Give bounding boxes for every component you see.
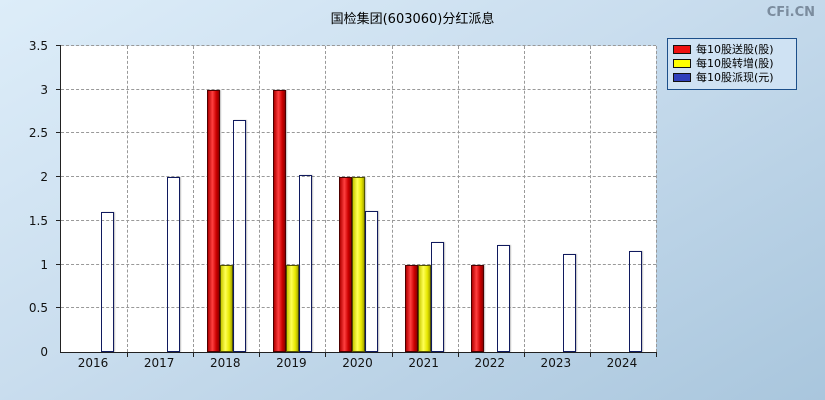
bar-songgu-2021 (405, 264, 419, 352)
bar-zhuanzeng-2020 (352, 177, 365, 352)
x-axis-label-2020: 2020 (342, 356, 373, 370)
bar-paixian-2024 (629, 251, 643, 352)
y-axis-label: 0 (40, 345, 48, 359)
gridline-vertical (325, 46, 327, 352)
y-axis-label: 2.5 (28, 126, 48, 141)
y-axis-tick (56, 88, 61, 90)
bar-songgu-2018 (206, 89, 220, 352)
x-axis-label-2021: 2021 (408, 356, 439, 370)
bar-paixian-2023 (563, 254, 577, 352)
bar-zhuanzeng-2019 (285, 264, 299, 352)
y-axis-labels: 0 0.5 1 1.5 2 2.5 3 3.5 (0, 40, 54, 358)
gridline-vertical (193, 46, 195, 352)
bar-paixian-2019 (298, 175, 312, 352)
y-axis-label: 2 (40, 170, 48, 185)
legend-label: 每10股送股(股) (696, 43, 774, 56)
bar-paixian-2020 (365, 211, 378, 352)
x-axis-tick (259, 352, 261, 357)
x-axis-label-2019: 2019 (276, 356, 307, 370)
y-axis-label: 1 (40, 257, 48, 272)
y-axis-tick (56, 45, 61, 46)
legend-label: 每10股派现(元) (696, 71, 774, 84)
gridline-horizontal (61, 132, 656, 134)
y-axis-label: 1.5 (28, 213, 48, 228)
x-axis-tick (391, 352, 393, 357)
x-axis-tick (523, 352, 525, 357)
chart-title: 国检集团(603060)分红派息 (330, 12, 495, 27)
y-axis-label: 3 (40, 82, 48, 97)
legend-item-paixian: 每10股派现(元) (673, 71, 791, 84)
x-axis-label-2022: 2022 (474, 356, 505, 370)
x-axis-label-2023: 2023 (540, 356, 572, 370)
bar-songgu-2019 (272, 89, 286, 352)
x-axis-label-2024: 2024 (606, 356, 638, 370)
plot-area (56, 45, 657, 357)
bar-paixian-2022 (497, 245, 511, 352)
x-axis-label-2017: 2017 (143, 356, 175, 370)
x-axis-labels: 2016 2017 2018 2019 2020 2021 2022 2023 2024 (60, 357, 655, 373)
x-axis-tick (325, 352, 327, 357)
legend-swatch-yellow (673, 59, 691, 68)
gridline-vertical (127, 46, 129, 352)
x-axis-tick (193, 352, 195, 357)
gridline-vertical (259, 46, 261, 352)
legend-swatch-blue (673, 73, 691, 82)
gridline-horizontal (61, 45, 656, 46)
y-axis-tick (56, 307, 61, 309)
gridline-vertical (656, 46, 657, 352)
gridline-horizontal (61, 88, 656, 90)
legend-swatch-red (673, 45, 691, 54)
x-axis-tick (127, 352, 129, 357)
gridline-vertical (457, 46, 459, 352)
x-axis-tick (457, 352, 459, 357)
x-axis-label-2016: 2016 (77, 356, 109, 370)
bar-paixian-2021 (431, 241, 445, 352)
x-axis-tick (656, 352, 657, 357)
gridline-vertical (589, 46, 591, 352)
legend-item-songgu: 每10股送股(股) (673, 43, 791, 56)
y-axis-label: 0.5 (28, 301, 48, 316)
y-axis-tick (56, 132, 61, 134)
legend: 每10股送股(股) 每10股转增(股) 每10股派现(元) (667, 38, 797, 90)
bar-paixian-2017 (166, 177, 180, 352)
bar-songgu-2022 (471, 264, 485, 352)
legend-item-zhuanzeng: 每10股转增(股) (673, 57, 791, 70)
x-axis-tick (589, 352, 591, 357)
bar-paixian-2018 (232, 120, 246, 352)
gridline-horizontal (61, 176, 656, 178)
y-axis-tick (56, 263, 61, 265)
gridline-vertical (391, 46, 393, 352)
gridline-vertical (523, 46, 525, 352)
legend-label: 每10股转增(股) (696, 57, 774, 70)
bar-zhuanzeng-2018 (219, 264, 233, 352)
y-axis-tick (56, 219, 61, 221)
y-axis-label: 3.5 (28, 39, 48, 53)
x-axis-label-2018: 2018 (209, 356, 241, 370)
y-axis-tick (56, 176, 61, 178)
bar-zhuanzeng-2021 (418, 264, 432, 352)
watermark-cfi: CFi.CN (766, 5, 815, 20)
bar-songgu-2020 (339, 177, 352, 352)
bar-paixian-2016 (100, 212, 114, 352)
